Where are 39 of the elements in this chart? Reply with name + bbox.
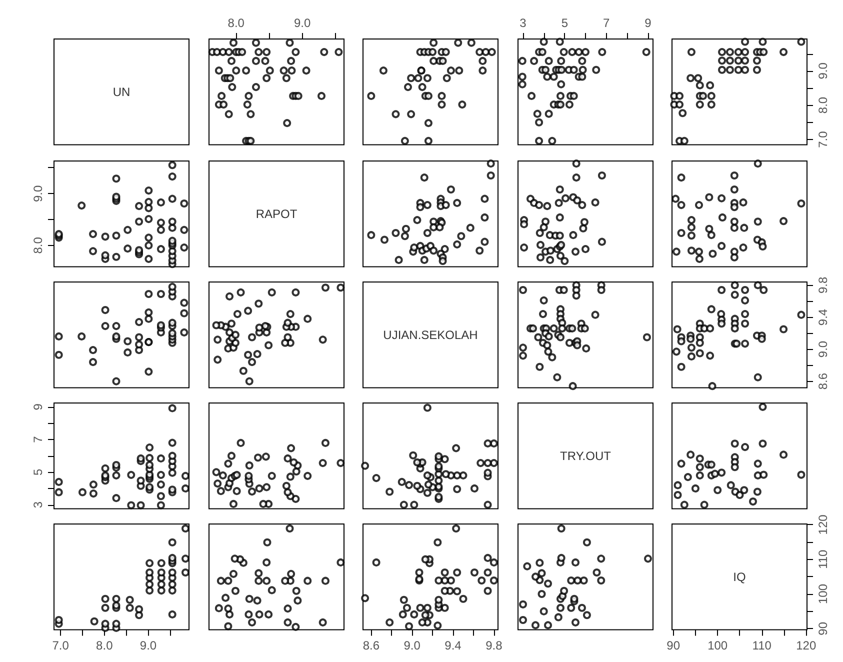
x-tick-label: 8.0 <box>96 638 114 653</box>
y-tick-label: 8.0 <box>31 236 45 254</box>
y-tick-label: 110 <box>816 550 830 570</box>
x-tick-label: 9.0 <box>404 638 421 653</box>
y-tick-label: 9.4 <box>816 308 830 326</box>
y-tick-label: 90 <box>816 622 830 636</box>
y-tick-label: 7 <box>31 436 45 443</box>
y-tick-label: 9.8 <box>816 276 830 294</box>
y-tick-label: 8.0 <box>816 96 830 114</box>
x-tick-label: 7 <box>602 16 610 30</box>
text: IQ <box>733 570 746 584</box>
x-tick-label: 9.0 <box>293 16 310 30</box>
x-tick-label: 7.0 <box>52 638 70 653</box>
x-tick-label: 9.4 <box>444 638 462 653</box>
y-tick-label: 9.0 <box>816 62 830 80</box>
x-tick-label: 90 <box>666 638 680 653</box>
x-tick-label: 110 <box>752 638 772 653</box>
y-tick-label: 7.0 <box>816 131 830 148</box>
y-tick-label: 8.6 <box>816 372 830 390</box>
x-tick-label: 5 <box>560 16 568 30</box>
text: RAPOT <box>255 206 298 220</box>
text: TRY.OUT <box>560 448 612 463</box>
x-tick-label: 9 <box>644 16 652 30</box>
x-tick-label: 9.0 <box>140 638 157 653</box>
text: UJIAN.SEKOLAH <box>383 328 478 342</box>
x-tick-label: 8.6 <box>362 638 380 653</box>
y-tick-label: 5 <box>31 468 45 476</box>
y-tick-label: 3 <box>31 501 45 508</box>
y-tick-label: 120 <box>816 514 830 535</box>
x-tick-label: 9.8 <box>486 638 503 653</box>
y-tick-label: 100 <box>816 584 830 604</box>
x-tick-label: 8.0 <box>227 16 244 30</box>
x-tick-label: 120 <box>796 638 816 653</box>
x-tick-label: 100 <box>708 638 728 653</box>
y-tick-label: 9.0 <box>816 340 830 358</box>
text: UN <box>112 85 130 100</box>
x-tick-label: 3 <box>519 16 526 30</box>
y-tick-label: 9 <box>31 403 45 410</box>
y-tick-label: 9.0 <box>31 184 45 202</box>
